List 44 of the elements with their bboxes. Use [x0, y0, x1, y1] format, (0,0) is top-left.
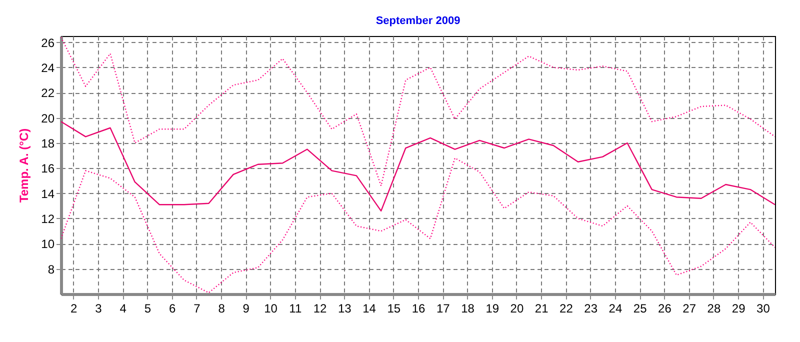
x-tick-label: 27	[682, 302, 696, 316]
x-tick-label: 8	[218, 302, 226, 316]
x-tick-label: 12	[313, 302, 328, 316]
x-tick-label: 22	[560, 302, 574, 316]
x-tick-label: 10	[264, 302, 278, 316]
y-tick-label: 12	[41, 212, 55, 226]
line-series	[61, 120, 775, 212]
y-tick-label: 18	[41, 136, 55, 150]
x-tick-label: 6	[168, 302, 176, 316]
x-tick-label: 17	[436, 302, 450, 316]
x-tick-label: 28	[707, 302, 721, 316]
x-tick-label: 21	[534, 302, 549, 316]
x-tick-label: 30	[756, 302, 770, 316]
x-tick-label: 20	[510, 302, 524, 316]
x-tick-label: 4	[120, 302, 127, 316]
y-tick-label: 24	[41, 60, 55, 75]
x-tick-label: 16	[412, 302, 426, 316]
x-tick-label: 3	[95, 302, 102, 316]
y-tick-label: 14	[41, 186, 55, 201]
x-tick-label: 2	[70, 302, 78, 316]
x-tick-label: 23	[584, 302, 598, 316]
x-tick-label: 29	[732, 302, 746, 316]
y-tick-label: 22	[41, 86, 55, 100]
x-tick-label: 7	[194, 302, 201, 316]
x-tick-label: 11	[289, 302, 302, 316]
y-tick-label: 20	[41, 111, 55, 126]
line-series	[61, 157, 775, 294]
x-tick-label: 18	[461, 302, 475, 316]
x-tick-label: 25	[633, 302, 648, 316]
y-tick-label: 8	[48, 262, 55, 276]
x-tick-label: 5	[144, 302, 152, 316]
x-tick-label: 24	[608, 302, 622, 316]
x-tick-label: 13	[338, 302, 352, 316]
x-tick-label: 9	[242, 302, 250, 316]
y-tick-label: 26	[41, 36, 55, 50]
line-series	[61, 36, 775, 186]
x-tick-label: 14	[362, 302, 376, 316]
x-tick-label: 19	[486, 302, 500, 316]
y-tick-label: 16	[41, 162, 55, 176]
x-tick-label: 15	[387, 302, 401, 316]
y-tick-label: 10	[41, 237, 55, 252]
y-axis-title: Temp. A. (°C)	[17, 128, 32, 203]
chart-title: September 2009	[376, 15, 460, 27]
x-tick-label: 26	[658, 302, 672, 316]
